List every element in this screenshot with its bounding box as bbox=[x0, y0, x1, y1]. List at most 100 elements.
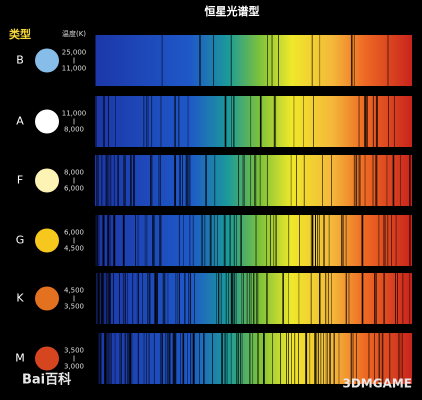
absorption-line bbox=[148, 273, 151, 324]
absorption-line bbox=[96, 96, 97, 147]
absorption-line bbox=[98, 215, 100, 266]
absorption-line bbox=[167, 273, 169, 324]
absorption-line bbox=[193, 333, 195, 384]
absorption-line bbox=[121, 333, 122, 384]
absorption-line bbox=[203, 333, 205, 384]
absorption-line bbox=[107, 215, 109, 266]
absorption-line bbox=[376, 96, 378, 147]
absorption-line bbox=[231, 96, 232, 147]
absorption-line bbox=[233, 96, 235, 147]
absorption-line bbox=[236, 215, 237, 266]
absorption-line bbox=[108, 155, 110, 206]
absorption-line bbox=[135, 215, 137, 266]
absorption-line bbox=[103, 273, 105, 324]
absorption-line bbox=[128, 333, 130, 384]
absorption-line bbox=[160, 155, 161, 206]
absorption-line bbox=[242, 155, 244, 206]
absorption-line bbox=[146, 215, 148, 266]
absorption-line bbox=[129, 333, 132, 384]
absorption-line bbox=[250, 273, 252, 324]
absorption-line bbox=[187, 333, 188, 384]
absorption-line bbox=[361, 273, 363, 324]
absorption-line bbox=[165, 333, 167, 384]
absorption-line bbox=[288, 215, 290, 266]
absorption-line bbox=[397, 273, 398, 324]
absorption-line bbox=[328, 215, 330, 266]
absorption-line bbox=[386, 155, 388, 206]
absorption-line bbox=[235, 273, 237, 324]
absorption-line bbox=[216, 273, 217, 324]
absorption-line bbox=[238, 333, 239, 384]
absorption-line bbox=[224, 333, 226, 384]
absorption-line bbox=[188, 155, 190, 206]
absorption-line bbox=[392, 155, 395, 206]
absorption-line bbox=[153, 333, 155, 384]
absorption-line bbox=[366, 96, 368, 147]
absorption-line bbox=[143, 96, 145, 147]
absorption-line bbox=[333, 333, 335, 384]
absorption-line bbox=[131, 155, 132, 206]
type-label: A bbox=[16, 115, 24, 128]
absorption-line bbox=[113, 215, 115, 266]
absorption-line bbox=[241, 273, 243, 324]
absorption-line bbox=[117, 155, 119, 206]
absorption-line bbox=[267, 273, 268, 324]
absorption-line bbox=[329, 333, 331, 384]
absorption-line bbox=[154, 215, 156, 266]
absorption-line bbox=[267, 35, 268, 86]
absorption-line bbox=[233, 273, 236, 324]
absorption-line bbox=[174, 155, 176, 206]
absorption-line bbox=[388, 96, 389, 147]
absorption-line bbox=[101, 155, 103, 206]
absorption-line bbox=[173, 333, 174, 384]
absorption-line bbox=[114, 333, 116, 384]
absorption-line bbox=[383, 215, 385, 266]
spectrum bbox=[95, 333, 412, 384]
absorption-line bbox=[115, 96, 116, 147]
absorption-line bbox=[221, 333, 223, 384]
absorption-line bbox=[224, 215, 226, 266]
absorption-line bbox=[391, 215, 392, 266]
absorption-line bbox=[231, 273, 233, 324]
absorption-line bbox=[105, 155, 107, 206]
absorption-line bbox=[125, 273, 126, 324]
absorption-line bbox=[311, 35, 313, 86]
star-swatch bbox=[35, 286, 59, 311]
absorption-line bbox=[223, 215, 226, 266]
absorption-line bbox=[387, 35, 389, 86]
absorption-line bbox=[148, 333, 150, 384]
absorption-line bbox=[327, 333, 328, 384]
absorption-line bbox=[104, 333, 106, 384]
absorption-line bbox=[303, 96, 304, 147]
temperature-low: 6,000 bbox=[64, 185, 84, 193]
absorption-line bbox=[318, 215, 320, 266]
absorption-line bbox=[220, 273, 222, 324]
absorption-line bbox=[249, 333, 251, 384]
absorption-line bbox=[364, 155, 366, 206]
absorption-line bbox=[305, 333, 306, 384]
absorption-line bbox=[325, 273, 326, 324]
absorption-line bbox=[122, 215, 124, 266]
absorption-line bbox=[228, 273, 230, 324]
absorption-line bbox=[409, 155, 411, 206]
absorption-line bbox=[182, 155, 183, 206]
absorption-line bbox=[255, 155, 257, 206]
absorption-line bbox=[361, 215, 364, 266]
absorption-line bbox=[100, 273, 103, 324]
absorption-line bbox=[250, 96, 252, 147]
absorption-line bbox=[160, 96, 162, 147]
absorption-line bbox=[123, 155, 124, 206]
absorption-line bbox=[158, 155, 160, 206]
absorption-line bbox=[102, 215, 104, 266]
absorption-line bbox=[95, 35, 96, 86]
absorption-line bbox=[184, 273, 186, 324]
absorption-line bbox=[119, 273, 120, 324]
absorption-line bbox=[95, 215, 96, 266]
absorption-line bbox=[283, 273, 284, 324]
temperature-header: 温度(K) bbox=[62, 29, 86, 38]
absorption-line bbox=[331, 155, 332, 206]
absorption-line bbox=[221, 333, 223, 384]
absorption-line bbox=[264, 333, 265, 384]
absorption-line bbox=[178, 273, 180, 324]
